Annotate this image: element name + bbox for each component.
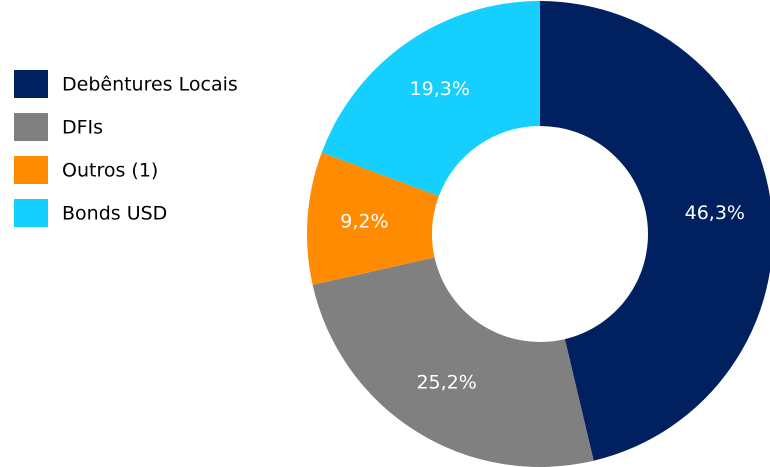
slice [321, 1, 540, 197]
slice-label: 46,3% [685, 202, 745, 224]
slice-label: 25,2% [416, 372, 476, 394]
legend-swatch [14, 70, 48, 98]
legend-label: DFIs [62, 117, 103, 139]
legend-label: Outros (1) [62, 160, 158, 182]
slice [540, 1, 770, 461]
legend-label: Debêntures Locais [62, 74, 238, 96]
slice-label: 19,3% [410, 78, 470, 100]
slice-label: 9,2% [340, 210, 388, 232]
legend-swatch [14, 199, 48, 227]
slice [312, 257, 594, 467]
slice [306, 152, 439, 285]
legend-label: Bonds USD [62, 203, 167, 225]
legend-swatch [14, 156, 48, 184]
legend-swatch [14, 113, 48, 141]
